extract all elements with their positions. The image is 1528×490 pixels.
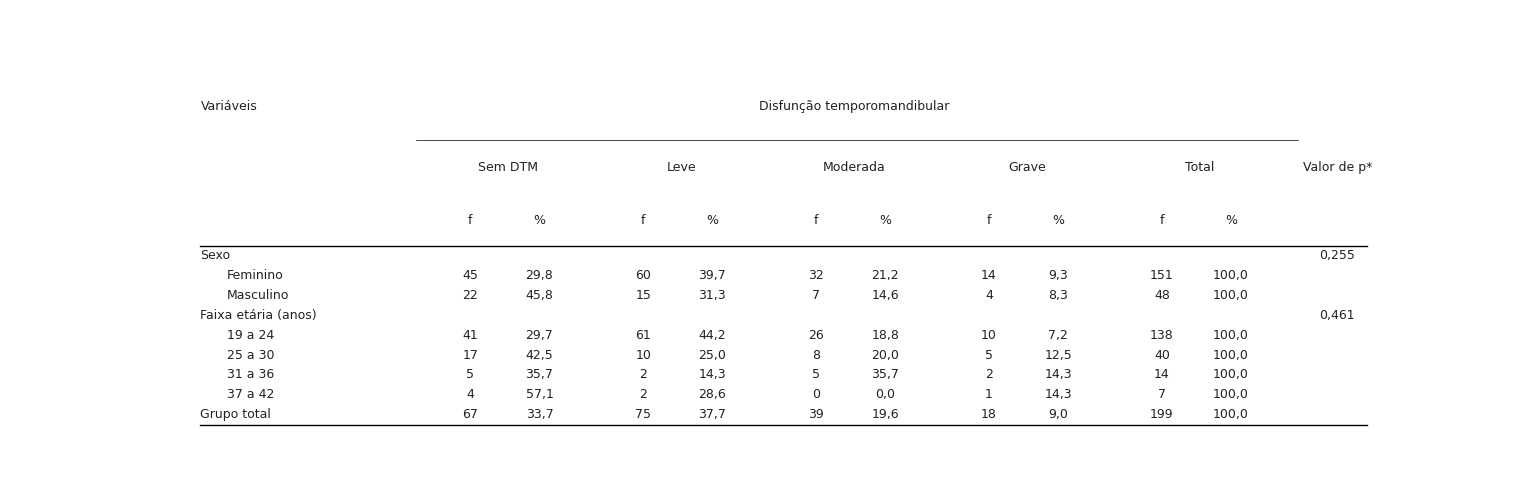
Text: 14: 14 (1154, 368, 1170, 382)
Text: 18,8: 18,8 (871, 329, 898, 342)
Text: 67: 67 (463, 408, 478, 421)
Text: 14,6: 14,6 (871, 289, 898, 302)
Text: 37,7: 37,7 (698, 408, 726, 421)
Text: 8,3: 8,3 (1048, 289, 1068, 302)
Text: 39,7: 39,7 (698, 269, 726, 282)
Text: 19,6: 19,6 (871, 408, 898, 421)
Text: 37 a 42: 37 a 42 (226, 389, 274, 401)
Text: 17: 17 (463, 348, 478, 362)
Text: 31 a 36: 31 a 36 (226, 368, 274, 382)
Text: 4: 4 (986, 289, 993, 302)
Text: f: f (640, 214, 645, 226)
Text: Feminino: Feminino (226, 269, 283, 282)
Text: 61: 61 (636, 329, 651, 342)
Text: 100,0: 100,0 (1213, 348, 1248, 362)
Text: 35,7: 35,7 (526, 368, 553, 382)
Text: 14,3: 14,3 (698, 368, 726, 382)
Text: 100,0: 100,0 (1213, 329, 1248, 342)
Text: 9,0: 9,0 (1048, 408, 1068, 421)
Text: 15: 15 (636, 289, 651, 302)
Text: 100,0: 100,0 (1213, 408, 1248, 421)
Text: 33,7: 33,7 (526, 408, 553, 421)
Text: 2: 2 (986, 368, 993, 382)
Text: 19 a 24: 19 a 24 (226, 329, 274, 342)
Text: 28,6: 28,6 (698, 389, 726, 401)
Text: 42,5: 42,5 (526, 348, 553, 362)
Text: 9,3: 9,3 (1048, 269, 1068, 282)
Text: 60: 60 (636, 269, 651, 282)
Text: 5: 5 (811, 368, 821, 382)
Text: Total: Total (1186, 161, 1215, 174)
Text: 39: 39 (808, 408, 824, 421)
Text: 2: 2 (639, 389, 648, 401)
Text: 41: 41 (463, 329, 478, 342)
Text: 14,3: 14,3 (1044, 389, 1073, 401)
Text: 26: 26 (808, 329, 824, 342)
Text: f: f (468, 214, 472, 226)
Text: 7,2: 7,2 (1048, 329, 1068, 342)
Text: Moderada: Moderada (822, 161, 886, 174)
Text: 25 a 30: 25 a 30 (226, 348, 274, 362)
Text: 45,8: 45,8 (526, 289, 553, 302)
Text: %: % (1225, 214, 1238, 226)
Text: 199: 199 (1151, 408, 1174, 421)
Text: Disfunção temporomandibular: Disfunção temporomandibular (759, 100, 949, 113)
Text: 100,0: 100,0 (1213, 389, 1248, 401)
Text: 10: 10 (636, 348, 651, 362)
Text: f: f (1160, 214, 1164, 226)
Text: 40: 40 (1154, 348, 1170, 362)
Text: 0,461: 0,461 (1320, 309, 1355, 322)
Text: 29,7: 29,7 (526, 329, 553, 342)
Text: 4: 4 (466, 389, 474, 401)
Text: %: % (879, 214, 891, 226)
Text: Grave: Grave (1008, 161, 1047, 174)
Text: 14,3: 14,3 (1044, 368, 1073, 382)
Text: 57,1: 57,1 (526, 389, 553, 401)
Text: 5: 5 (466, 368, 474, 382)
Text: 0,255: 0,255 (1319, 249, 1355, 262)
Text: 44,2: 44,2 (698, 329, 726, 342)
Text: 14: 14 (981, 269, 996, 282)
Text: Sem DTM: Sem DTM (478, 161, 538, 174)
Text: 29,8: 29,8 (526, 269, 553, 282)
Text: 45: 45 (463, 269, 478, 282)
Text: Faixa etária (anos): Faixa etária (anos) (200, 309, 318, 322)
Text: 7: 7 (1158, 389, 1166, 401)
Text: 8: 8 (811, 348, 821, 362)
Text: 100,0: 100,0 (1213, 269, 1248, 282)
Text: 7: 7 (811, 289, 821, 302)
Text: 18: 18 (981, 408, 996, 421)
Text: 10: 10 (981, 329, 996, 342)
Text: Masculino: Masculino (226, 289, 289, 302)
Text: Grupo total: Grupo total (200, 408, 272, 421)
Text: %: % (706, 214, 718, 226)
Text: 0: 0 (811, 389, 821, 401)
Text: Variáveis: Variáveis (200, 100, 257, 113)
Text: 5: 5 (986, 348, 993, 362)
Text: 75: 75 (636, 408, 651, 421)
Text: 48: 48 (1154, 289, 1170, 302)
Text: 138: 138 (1151, 329, 1174, 342)
Text: Sexo: Sexo (200, 249, 231, 262)
Text: 100,0: 100,0 (1213, 368, 1248, 382)
Text: 22: 22 (463, 289, 478, 302)
Text: %: % (533, 214, 545, 226)
Text: 31,3: 31,3 (698, 289, 726, 302)
Text: 35,7: 35,7 (871, 368, 898, 382)
Text: 21,2: 21,2 (871, 269, 898, 282)
Text: %: % (1053, 214, 1063, 226)
Text: 1: 1 (986, 389, 993, 401)
Text: 100,0: 100,0 (1213, 289, 1248, 302)
Text: Valor de p*: Valor de p* (1302, 161, 1372, 174)
Text: 25,0: 25,0 (698, 348, 726, 362)
Text: 0,0: 0,0 (876, 389, 895, 401)
Text: 151: 151 (1151, 269, 1174, 282)
Text: 2: 2 (639, 368, 648, 382)
Text: 20,0: 20,0 (871, 348, 898, 362)
Text: 12,5: 12,5 (1044, 348, 1073, 362)
Text: f: f (987, 214, 992, 226)
Text: Leve: Leve (666, 161, 697, 174)
Text: f: f (814, 214, 819, 226)
Text: 32: 32 (808, 269, 824, 282)
